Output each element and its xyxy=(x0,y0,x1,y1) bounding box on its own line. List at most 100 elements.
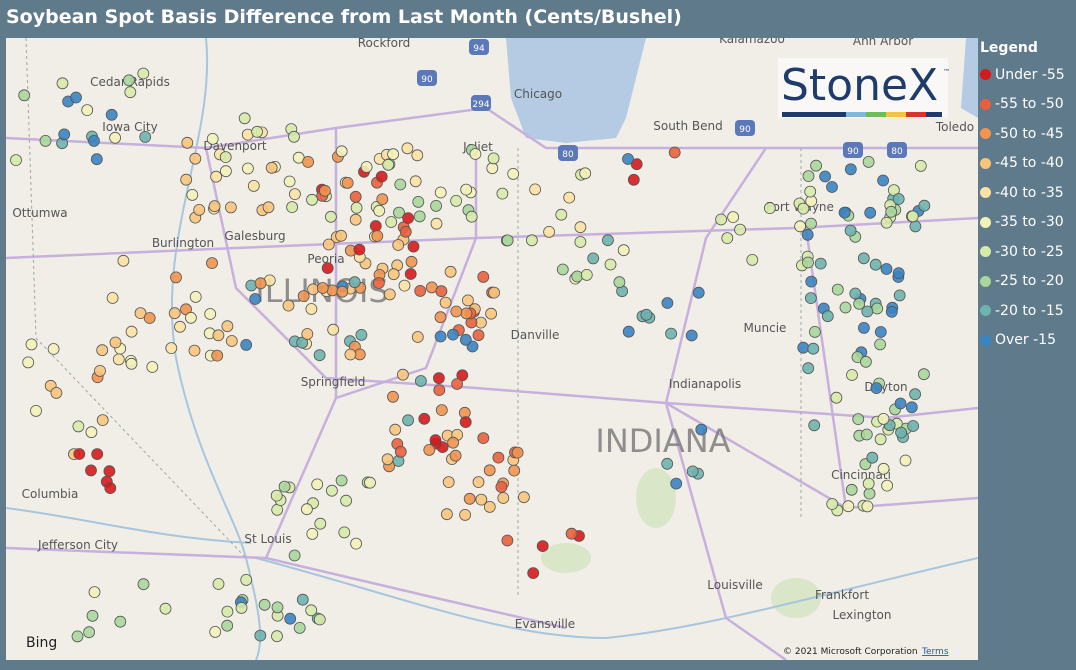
location-dot xyxy=(461,294,474,307)
city-label: Columbia xyxy=(22,487,79,501)
location-dot xyxy=(465,210,478,223)
legend-label: Over -15 xyxy=(995,332,1056,349)
location-dot xyxy=(283,175,296,188)
location-dot xyxy=(630,158,643,171)
legend-item[interactable]: Over -15 xyxy=(980,326,1065,356)
location-dot xyxy=(746,253,759,266)
location-dot xyxy=(488,286,501,299)
location-dot xyxy=(72,420,85,433)
location-dot xyxy=(849,287,862,300)
legend-swatch xyxy=(980,98,991,110)
location-dot xyxy=(862,477,875,490)
location-dot xyxy=(340,494,353,507)
location-dot xyxy=(39,135,52,147)
location-dot xyxy=(106,292,119,304)
location-dot xyxy=(529,183,541,196)
location-dot xyxy=(91,448,104,461)
city-label: Indianapolis xyxy=(669,377,741,391)
legend-label: -20 to -15 xyxy=(995,302,1064,319)
location-dot xyxy=(497,492,510,504)
location-dot xyxy=(802,256,814,269)
location-dot xyxy=(507,167,520,180)
city-label: Ottumwa xyxy=(12,206,67,220)
location-dot xyxy=(221,605,234,618)
location-dot xyxy=(451,378,464,390)
legend-item[interactable]: -50 to -45 xyxy=(980,119,1065,149)
location-dot xyxy=(381,453,394,466)
location-dot xyxy=(622,325,635,338)
location-dot xyxy=(613,276,626,289)
location-dot xyxy=(180,173,193,186)
location-dot xyxy=(56,77,69,90)
legend-swatch xyxy=(980,246,991,258)
location-dot xyxy=(622,153,634,165)
location-dot xyxy=(324,210,337,223)
lake xyxy=(961,38,978,118)
location-dot xyxy=(895,426,907,439)
location-dot xyxy=(206,257,218,270)
location-dot xyxy=(831,283,844,296)
legend-item[interactable]: -25 to -20 xyxy=(980,267,1065,297)
location-dot xyxy=(112,353,125,366)
city-label: Evansville xyxy=(515,617,575,631)
legend-label: -40 to -35 xyxy=(995,184,1064,201)
location-dot xyxy=(311,478,324,491)
location-dot xyxy=(435,404,448,417)
location-dot xyxy=(511,446,524,459)
legend-item[interactable]: -55 to -50 xyxy=(980,90,1065,120)
location-dot xyxy=(170,271,182,284)
location-dot xyxy=(486,162,499,175)
legend-title: Legend xyxy=(980,40,1038,56)
legend-item[interactable]: -40 to -35 xyxy=(980,178,1065,208)
legend-swatch xyxy=(980,305,991,317)
location-dot xyxy=(387,148,400,161)
legend-item[interactable]: -30 to -25 xyxy=(980,237,1065,267)
location-dot xyxy=(862,156,875,168)
location-dot xyxy=(321,262,334,275)
location-dot xyxy=(58,128,71,141)
location-dot xyxy=(350,201,363,214)
location-dot xyxy=(863,487,876,500)
terms-link[interactable]: Terms xyxy=(921,647,949,657)
location-dot xyxy=(383,288,396,301)
location-dot xyxy=(627,173,640,186)
location-dot xyxy=(335,229,348,242)
location-dot xyxy=(306,527,319,540)
legend-item[interactable]: -45 to -40 xyxy=(980,149,1065,179)
location-dot xyxy=(221,619,234,632)
location-dot xyxy=(413,210,426,223)
legend-item[interactable]: -20 to -15 xyxy=(980,296,1065,326)
location-dot xyxy=(579,167,592,180)
legend-item[interactable]: -35 to -30 xyxy=(980,208,1065,238)
location-dot xyxy=(449,449,462,462)
location-dot xyxy=(30,404,42,417)
location-dot xyxy=(447,436,460,449)
location-dot xyxy=(418,412,431,425)
location-dot xyxy=(249,293,262,305)
legend-item[interactable]: Under -55 xyxy=(980,60,1065,90)
location-dot xyxy=(877,462,890,475)
location-dot xyxy=(407,240,420,253)
location-dot xyxy=(165,342,178,355)
location-dot xyxy=(604,258,617,271)
location-dot xyxy=(293,622,306,634)
location-dot xyxy=(109,131,121,144)
city-label: Danville xyxy=(511,328,560,342)
location-dot xyxy=(210,170,223,183)
location-dot xyxy=(496,187,509,200)
location-dot xyxy=(487,152,500,165)
location-dot xyxy=(842,500,855,513)
location-dot xyxy=(807,342,820,355)
location-dot xyxy=(219,151,232,163)
location-dot xyxy=(587,252,600,265)
location-dot xyxy=(536,540,549,553)
legend-label: Under -55 xyxy=(995,66,1065,83)
location-dot xyxy=(580,268,593,281)
location-dot xyxy=(96,414,109,427)
location-dot xyxy=(892,193,905,205)
city-label: South Bend xyxy=(653,119,723,133)
location-dot xyxy=(880,263,893,275)
location-dot xyxy=(288,549,301,562)
location-dot xyxy=(371,230,384,242)
location-dot xyxy=(206,133,219,145)
